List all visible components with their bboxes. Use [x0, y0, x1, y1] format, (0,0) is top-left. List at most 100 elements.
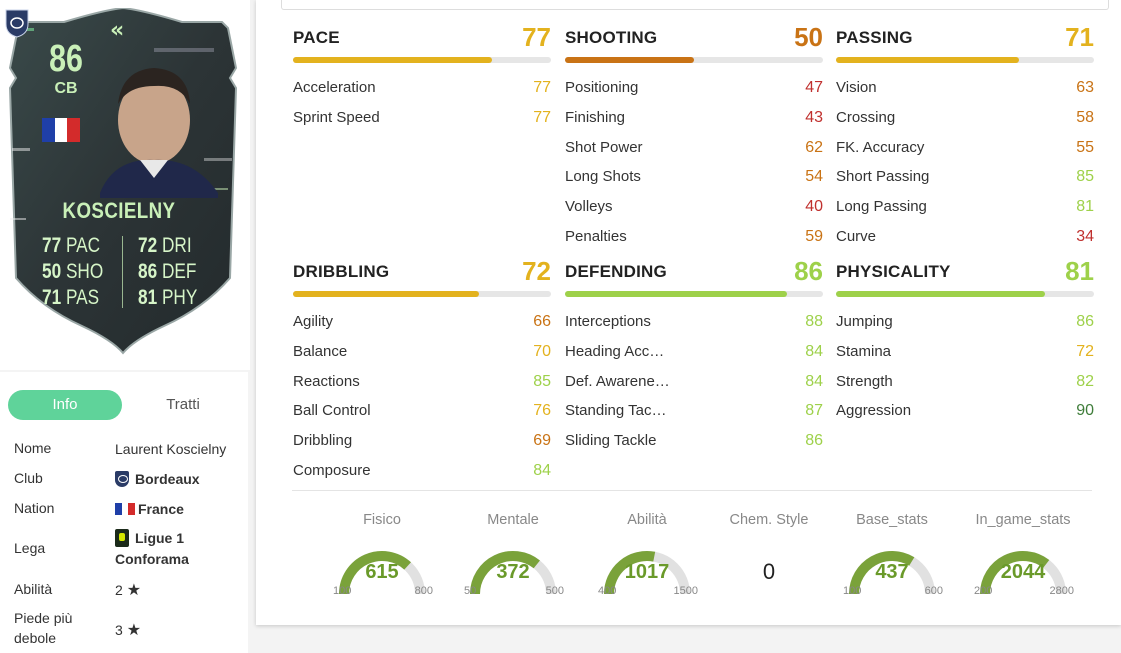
- group-total: 81: [1065, 256, 1094, 286]
- attribute-row: Jumping 86: [836, 313, 1094, 343]
- tab-info[interactable]: Info: [8, 390, 122, 420]
- attribute-row: Acceleration 77: [293, 79, 551, 109]
- attribute-value: 86: [805, 432, 823, 450]
- gauge-arc: [849, 551, 935, 595]
- bordeaux-crest-icon: [5, 9, 29, 38]
- info-value-club[interactable]: Bordeaux: [115, 468, 200, 490]
- bordeaux-crest-icon: [115, 471, 129, 487]
- card-stat: 77 PAC: [42, 234, 101, 257]
- card-player-name: KOSCIELNY: [62, 198, 176, 223]
- gauge-max: 2800: [1049, 585, 1074, 597]
- gauge-min: 400: [598, 585, 617, 597]
- attribute-value: 62: [805, 138, 823, 156]
- group-header: PASSING 71: [836, 22, 1094, 58]
- group-title: DRIBBLING: [293, 262, 390, 281]
- attribute-name: Sprint Speed: [293, 108, 380, 126]
- gauge-value: 2044: [1000, 561, 1046, 583]
- attribute-row: Aggression 90: [836, 402, 1094, 432]
- attribute-row: Stamina 72: [836, 343, 1094, 373]
- group-dribbling: DRIBBLING 72 Agility 66 Balance 70 Reactions 85…: [293, 256, 551, 479]
- attribute-name: Crossing: [836, 108, 896, 126]
- gauge-arc: [470, 551, 556, 595]
- attribute-value: 87: [805, 402, 823, 420]
- gauge-label: Chem. Style: [729, 512, 809, 528]
- gauge-label: Fisico: [363, 512, 401, 528]
- card-stat: 50 SHO: [42, 260, 104, 283]
- attribute-value: 84: [805, 342, 823, 360]
- info-key: Nome: [14, 440, 52, 456]
- gauge-max: 800: [414, 585, 433, 597]
- attribute-name: Long Passing: [836, 198, 927, 216]
- attribute-name: Shot Power: [565, 138, 643, 156]
- group-bar: [836, 291, 1094, 297]
- card-stat: 86 DEF: [138, 260, 197, 283]
- gauge-abilit-: Abilità 1017 400 1500: [592, 512, 702, 602]
- card-divider: [122, 236, 123, 308]
- attribute-row: Shot Power 62: [565, 139, 823, 169]
- gauge-arc: [604, 551, 690, 595]
- attribute-name: Balance: [293, 342, 348, 360]
- attribute-row: Long Shots 54: [565, 168, 823, 198]
- gauge-label: Mentale: [487, 512, 539, 528]
- gauge-max: 1500: [673, 585, 698, 597]
- gauge-label: Base_stats: [856, 512, 928, 528]
- ligue1-icon: [115, 529, 129, 547]
- star-icon: ★: [126, 580, 142, 599]
- attribute-value: 72: [1076, 342, 1094, 360]
- attribute-value: 47: [805, 79, 823, 96]
- group-title: PASSING: [836, 28, 913, 47]
- attribute-name: Positioning: [565, 79, 639, 96]
- attribute-list: Interceptions 88 Heading Acc… 84 Def. Awaren…: [565, 313, 823, 462]
- attribute-value: 84: [533, 461, 551, 479]
- gauge-arc: [980, 551, 1066, 595]
- attribute-list: Positioning 47 Finishing 43 Shot Power 62 Long…: [565, 79, 823, 258]
- group-defending: DEFENDING 86 Interceptions 88 Heading Acc… 84…: [565, 256, 823, 449]
- attribute-value: 34: [1076, 227, 1094, 245]
- attribute-row: Dribbling 69: [293, 432, 551, 462]
- attribute-name: Ball Control: [293, 402, 371, 420]
- gauge-min: 200: [974, 585, 993, 597]
- group-total: 50: [794, 22, 823, 52]
- attribute-row: Crossing 58: [836, 109, 1094, 139]
- attribute-name: Volleys: [565, 198, 613, 216]
- group-header: PHYSICALITY 81: [836, 256, 1094, 292]
- group-header: DEFENDING 86: [565, 256, 823, 292]
- attribute-name: Jumping: [836, 313, 893, 330]
- attribute-value: 43: [805, 108, 823, 126]
- info-value-lega[interactable]: Ligue 1 Conforama: [115, 529, 189, 567]
- attribute-row: Penalties 59: [565, 228, 823, 258]
- attribute-value: 85: [1076, 168, 1094, 186]
- card-stats-left: 77 PAC 50 SHO 71 PAS: [42, 233, 117, 311]
- attribute-row: Def. Awarene… 84: [565, 373, 823, 403]
- gauge-fill: [470, 551, 540, 595]
- attribute-name: FK. Accuracy: [836, 138, 925, 156]
- gauge-label: In_game_stats: [975, 512, 1071, 528]
- info-value-nation[interactable]: France: [115, 498, 184, 520]
- info-value-skill: 2 ★: [115, 580, 142, 599]
- group-header: PACE 77: [293, 22, 551, 58]
- gauge-value: 372: [496, 561, 530, 583]
- attribute-value: 70: [533, 342, 551, 360]
- attribute-row: Sliding Tackle 86: [565, 432, 823, 462]
- gauge-base-stats: Base_stats 437 100 600: [837, 512, 947, 602]
- group-shooting: SHOOTING 50 Positioning 47 Finishing 43 Shot P…: [565, 22, 823, 245]
- group-title: PHYSICALITY: [836, 262, 951, 281]
- group-bar-fill: [836, 291, 1045, 297]
- card-stats-right: 72 DRI 86 DEF 81 PHY: [138, 233, 210, 311]
- left-column: « 86 CB KOSCIELNY 77 PAC 50 SHO 71 PAS 7…: [0, 0, 250, 653]
- attribute-name: Aggression: [836, 402, 912, 420]
- group-bar-fill: [565, 57, 694, 63]
- attribute-row: Reactions 85: [293, 373, 551, 403]
- tab-tratti[interactable]: Tratti: [166, 396, 200, 413]
- attribute-value: 58: [1076, 108, 1094, 126]
- gauge-value: 615: [365, 561, 399, 583]
- card-position: CB: [54, 80, 78, 97]
- group-physicality: PHYSICALITY 81 Jumping 86 Stamina 72 Strength 8…: [836, 256, 1094, 419]
- attribute-name: Strength: [836, 372, 893, 390]
- attribute-value: 59: [805, 227, 823, 245]
- info-key: Piede più debole: [14, 610, 73, 646]
- gauge-in-game-stats: In_game_stats 2044 200 2800: [968, 512, 1078, 602]
- attribute-name: Standing Tac…: [565, 402, 667, 420]
- info-value: Laurent Koscielny: [115, 441, 227, 457]
- attribute-name: Vision: [836, 79, 877, 96]
